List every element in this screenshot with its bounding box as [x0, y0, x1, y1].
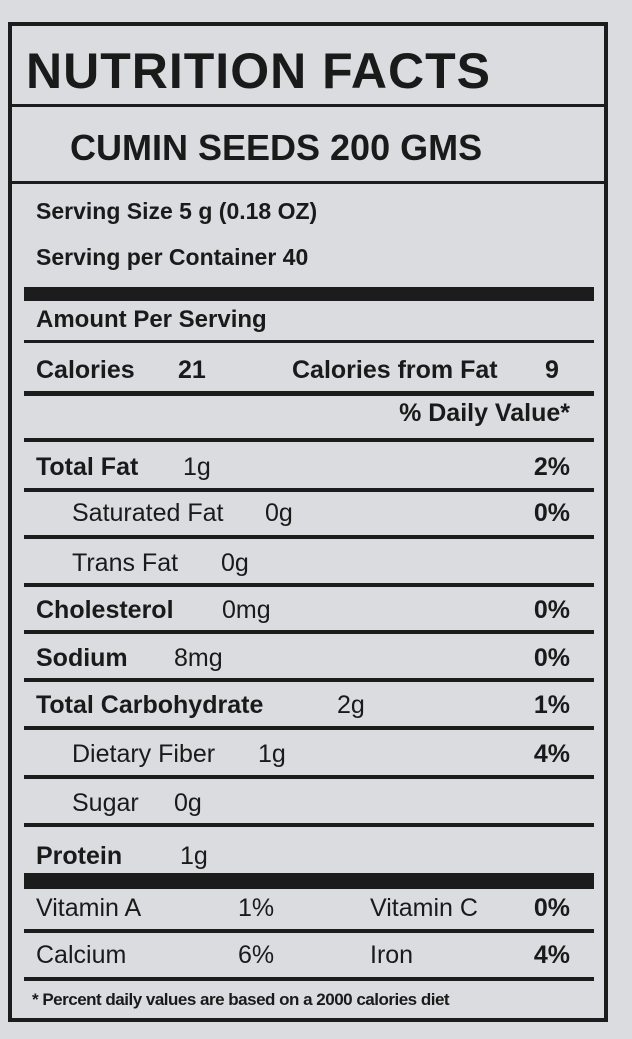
serving-size: Serving Size 5 g (0.18 OZ)	[36, 198, 318, 224]
divider	[24, 775, 594, 779]
calories-from-fat-value: 9	[545, 356, 559, 384]
vitamin-dv: 0%	[533, 894, 570, 922]
divider	[24, 535, 594, 539]
vitamin-label: Vitamin C	[370, 894, 478, 922]
vitamin-label: Vitamin A	[36, 894, 142, 922]
vitamin-label: Calcium	[36, 941, 127, 969]
nutrient-label: Trans Fat	[72, 549, 179, 577]
amount-per-serving: Amount Per Serving	[36, 306, 267, 333]
nutrient-amount: 1g	[180, 842, 208, 870]
nutrient-label: Sodium	[36, 644, 128, 672]
vitamin-dv: 4%	[533, 941, 570, 969]
calories-label: Calories	[36, 356, 135, 384]
nutrient-label: Dietary Fiber	[72, 740, 216, 768]
nutrient-amount: 0g	[174, 789, 202, 817]
nutrient-dv: 4%	[533, 740, 570, 768]
divider	[24, 726, 594, 730]
vitamin-dv: 6%	[238, 941, 275, 969]
divider	[12, 104, 604, 107]
nutrient-label: Sugar	[72, 789, 139, 817]
nutrient-dv: 1%	[533, 691, 570, 719]
thick-divider	[24, 287, 594, 301]
nutrient-dv: 0%	[533, 499, 570, 527]
nutrient-dv: 0%	[533, 596, 570, 624]
label-title: NUTRITION FACTS	[26, 43, 491, 99]
servings-per-container: Serving per Container 40	[36, 244, 309, 270]
nutrient-dv: 0%	[533, 644, 570, 672]
divider	[24, 583, 594, 587]
divider	[24, 340, 594, 343]
nutrient-amount: 0g	[221, 549, 249, 577]
nutrient-label: Protein	[36, 842, 123, 870]
thick-divider	[24, 873, 594, 889]
footnote: * Percent daily values are based on a 20…	[32, 990, 450, 1009]
daily-value-header: % Daily Value*	[399, 399, 570, 427]
nutrient-amount: 2g	[337, 691, 365, 719]
nutrient-dv: 2%	[533, 453, 570, 481]
nutrient-label: Cholesterol	[36, 596, 174, 624]
vitamin-label: Iron	[370, 941, 414, 969]
nutrient-label: Total Fat	[36, 453, 139, 481]
calories-from-fat-label: Calories from Fat	[292, 356, 498, 384]
divider	[24, 929, 594, 933]
divider	[24, 678, 594, 682]
nutrient-amount: 0g	[265, 499, 293, 527]
nutrient-amount: 0mg	[222, 596, 271, 624]
nutrient-label: Saturated Fat	[72, 499, 224, 527]
divider	[24, 823, 594, 827]
nutrition-label-border	[8, 22, 608, 1022]
calories-value: 21	[178, 356, 206, 384]
divider	[12, 181, 604, 184]
nutrient-amount: 8mg	[174, 644, 223, 672]
divider	[24, 391, 594, 396]
divider	[24, 977, 594, 981]
divider	[24, 438, 594, 442]
divider	[24, 630, 594, 634]
divider	[24, 488, 594, 492]
nutrient-amount: 1g	[258, 740, 286, 768]
product-name: CUMIN SEEDS 200 GMS	[70, 127, 483, 168]
vitamin-dv: 1%	[238, 894, 275, 922]
nutrient-amount: 1g	[183, 453, 211, 481]
nutrient-label: Total Carbohydrate	[36, 691, 264, 719]
